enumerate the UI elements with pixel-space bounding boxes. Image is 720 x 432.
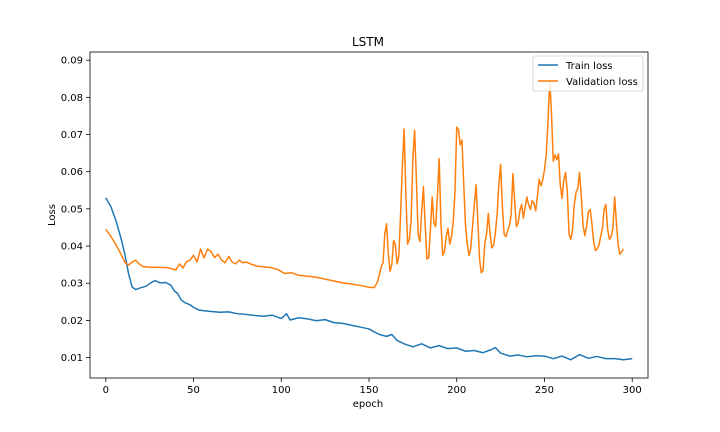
- y-tick-label: 0.09: [61, 56, 83, 67]
- y-tick-label: 0.06: [61, 167, 83, 178]
- x-tick-label: 0: [103, 385, 109, 396]
- legend-label-validation-loss: Validation loss: [566, 77, 638, 88]
- x-tick-label: 50: [187, 385, 200, 396]
- x-tick-label: 250: [535, 385, 554, 396]
- y-tick-label: 0.01: [61, 353, 83, 364]
- plot-lines: [105, 79, 633, 361]
- legend: Train loss Validation loss: [532, 55, 644, 92]
- y-tick-label: 0.05: [61, 204, 83, 215]
- x-tick-label: 100: [272, 385, 291, 396]
- y-tick-label: 0.03: [61, 279, 83, 290]
- x-axis-label: epoch: [353, 399, 383, 410]
- legend-label-train-loss: Train loss: [565, 61, 613, 72]
- y-tick-label: 0.02: [61, 316, 83, 327]
- y-tick-label: 0.08: [61, 93, 83, 104]
- legend-box: [532, 55, 644, 92]
- series-line-train-loss: [105, 197, 633, 361]
- x-axis: 0 50 100 150 200 250 300: [103, 378, 642, 396]
- series-line-validation-loss: [105, 79, 625, 289]
- chart-title: LSTM: [352, 35, 384, 49]
- y-axis-label: Loss: [47, 204, 58, 226]
- y-tick-label: 0.04: [61, 242, 83, 253]
- y-tick-label: 0.07: [61, 130, 83, 141]
- x-tick-label: 150: [359, 385, 378, 396]
- y-axis: 0.01 0.02 0.03 0.04 0.05 0.06 0.07 0.08 0.09: [61, 56, 90, 364]
- x-tick-label: 300: [623, 385, 642, 396]
- x-tick-label: 200: [447, 385, 466, 396]
